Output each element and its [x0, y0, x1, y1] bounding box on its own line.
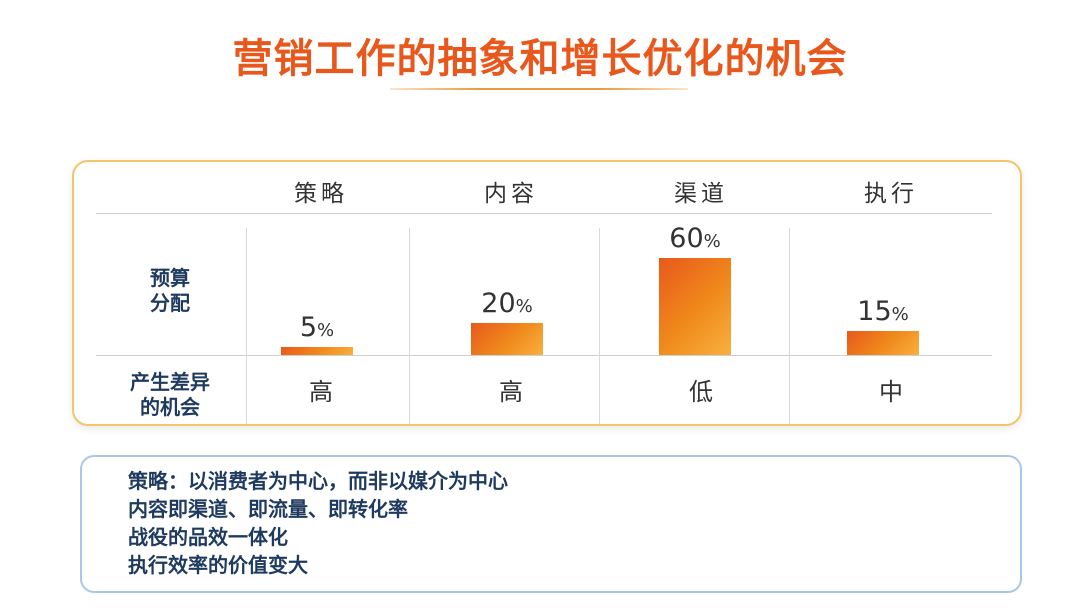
row-label-budget-line2: 分配 — [150, 291, 190, 315]
header-divider — [96, 213, 992, 214]
note-line-1: 策略：以消费者为中心，而非以媒介为中心 — [128, 469, 508, 493]
notes-card — [80, 455, 1022, 593]
bar-label-content: 20% — [447, 289, 567, 322]
row-label-budget: 预算 分配 — [100, 266, 240, 316]
note-line-2: 内容即渠道、即流量、即转化率 — [128, 497, 408, 521]
bar-value: 60 — [669, 223, 704, 254]
bar-value-suffix: % — [703, 231, 721, 252]
column-header-content: 内容 — [484, 181, 538, 207]
bar-label-strategy: 5% — [257, 313, 377, 346]
bar-value: 15 — [857, 296, 892, 327]
row-label-opportunity: 产生差异 的机会 — [100, 370, 240, 420]
note-line-4: 执行效率的价值变大 — [128, 553, 308, 577]
note-line-3: 战役的品效一体化 — [128, 525, 288, 549]
row-label-opportunity-line2: 的机会 — [140, 395, 200, 419]
bar-content — [471, 323, 543, 355]
bar-value-suffix: % — [515, 296, 533, 317]
bar-value-suffix: % — [891, 304, 909, 325]
row-label-budget-line1: 预算 — [150, 266, 190, 290]
chart-card — [72, 160, 1022, 426]
bar-channel — [659, 258, 731, 355]
column-separator — [409, 228, 410, 424]
bar-value: 5 — [299, 312, 318, 343]
opportunity-cell-strategy: 高 — [309, 378, 333, 406]
opportunity-cell-content: 高 — [499, 378, 523, 406]
column-header-execution: 执行 — [864, 181, 918, 207]
bar-label-channel: 60% — [635, 224, 755, 257]
opportunity-cell-execution: 中 — [879, 378, 903, 406]
bar-value-suffix: % — [317, 320, 335, 341]
bar-value: 20 — [481, 288, 516, 319]
opportunity-cell-channel: 低 — [689, 378, 713, 406]
bar-label-execution: 15% — [823, 297, 943, 330]
bar-strategy — [281, 347, 353, 355]
column-header-strategy: 策略 — [294, 181, 348, 207]
column-header-channel: 渠道 — [674, 181, 728, 207]
column-separator — [599, 228, 600, 424]
bar-execution — [847, 331, 919, 355]
column-separator — [246, 228, 247, 424]
column-separator — [789, 228, 790, 424]
row-label-opportunity-line1: 产生差异 — [130, 370, 210, 394]
title-underline — [390, 88, 688, 90]
page-title: 营销工作的抽象和增长优化的机会 — [232, 36, 848, 82]
chart-baseline — [96, 355, 992, 356]
